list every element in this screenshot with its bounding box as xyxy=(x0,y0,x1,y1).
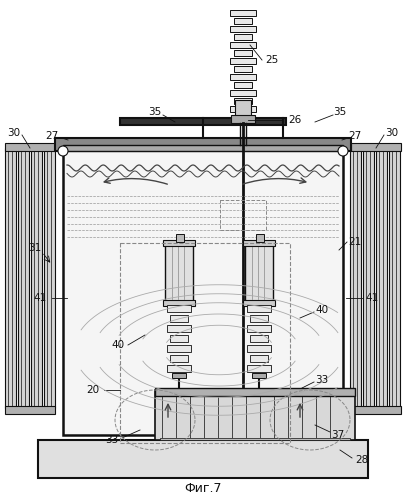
Bar xyxy=(243,240,274,246)
Text: 27: 27 xyxy=(347,131,361,141)
Bar xyxy=(63,145,342,435)
Bar xyxy=(220,200,265,230)
Bar xyxy=(5,148,16,408)
Bar xyxy=(160,438,349,440)
Bar xyxy=(120,118,285,125)
Bar xyxy=(246,325,270,332)
Bar xyxy=(230,74,256,80)
Bar xyxy=(155,390,354,440)
Text: Фиг.7: Фиг.7 xyxy=(184,482,221,494)
Bar xyxy=(38,440,367,478)
Bar xyxy=(246,365,270,372)
Bar xyxy=(230,90,256,96)
Circle shape xyxy=(58,146,68,156)
Bar xyxy=(388,148,399,408)
Text: 35: 35 xyxy=(148,107,161,117)
Bar xyxy=(55,138,350,151)
Bar xyxy=(5,406,55,414)
Text: 28: 28 xyxy=(354,455,368,465)
Bar xyxy=(234,100,250,120)
Bar xyxy=(233,98,252,104)
Bar xyxy=(175,234,183,242)
Bar xyxy=(230,115,254,123)
Bar xyxy=(230,26,256,32)
Text: 27: 27 xyxy=(45,131,58,141)
Text: 30: 30 xyxy=(384,128,398,138)
Text: 25: 25 xyxy=(265,55,278,65)
Circle shape xyxy=(337,146,347,156)
Text: 41: 41 xyxy=(33,293,47,303)
Text: 21: 21 xyxy=(347,237,361,247)
Bar xyxy=(63,145,342,151)
Bar xyxy=(164,243,192,301)
Text: 40: 40 xyxy=(111,340,124,350)
Text: 31: 31 xyxy=(28,243,42,253)
Text: 35: 35 xyxy=(333,107,346,117)
Bar xyxy=(249,315,267,322)
Bar xyxy=(350,406,400,414)
Bar xyxy=(31,148,42,408)
Bar xyxy=(362,148,373,408)
Text: 30: 30 xyxy=(7,128,21,138)
Bar xyxy=(166,365,190,372)
Bar xyxy=(375,148,386,408)
Bar xyxy=(230,42,256,48)
Bar xyxy=(230,58,256,64)
Bar xyxy=(230,106,256,112)
Text: 40: 40 xyxy=(315,305,328,315)
Bar xyxy=(233,50,252,56)
Text: 26: 26 xyxy=(288,115,301,125)
Bar xyxy=(172,373,185,378)
Bar xyxy=(350,143,400,151)
Bar xyxy=(162,300,194,306)
Bar xyxy=(166,345,190,352)
Bar xyxy=(230,10,256,16)
Text: 37: 37 xyxy=(330,430,344,440)
Bar xyxy=(170,315,188,322)
Bar xyxy=(349,148,360,408)
Bar xyxy=(18,148,29,408)
Text: 20: 20 xyxy=(86,385,99,395)
Bar xyxy=(170,355,188,362)
Bar xyxy=(155,388,354,396)
Bar xyxy=(246,305,270,312)
Bar xyxy=(44,148,55,408)
Bar xyxy=(162,240,194,246)
Text: 33: 33 xyxy=(315,375,328,385)
Bar xyxy=(249,355,267,362)
Text: 41: 41 xyxy=(364,293,378,303)
Bar xyxy=(170,335,188,342)
Bar xyxy=(233,82,252,88)
Bar xyxy=(256,234,263,242)
Bar xyxy=(120,243,289,443)
Bar xyxy=(243,300,274,306)
Bar xyxy=(233,18,252,24)
Bar xyxy=(252,373,265,378)
Text: 33: 33 xyxy=(105,435,118,445)
Bar xyxy=(244,243,272,301)
Bar xyxy=(233,66,252,72)
Bar xyxy=(5,143,55,151)
Bar xyxy=(166,325,190,332)
Bar xyxy=(166,305,190,312)
Bar xyxy=(233,34,252,40)
Bar xyxy=(246,345,270,352)
Bar xyxy=(249,335,267,342)
